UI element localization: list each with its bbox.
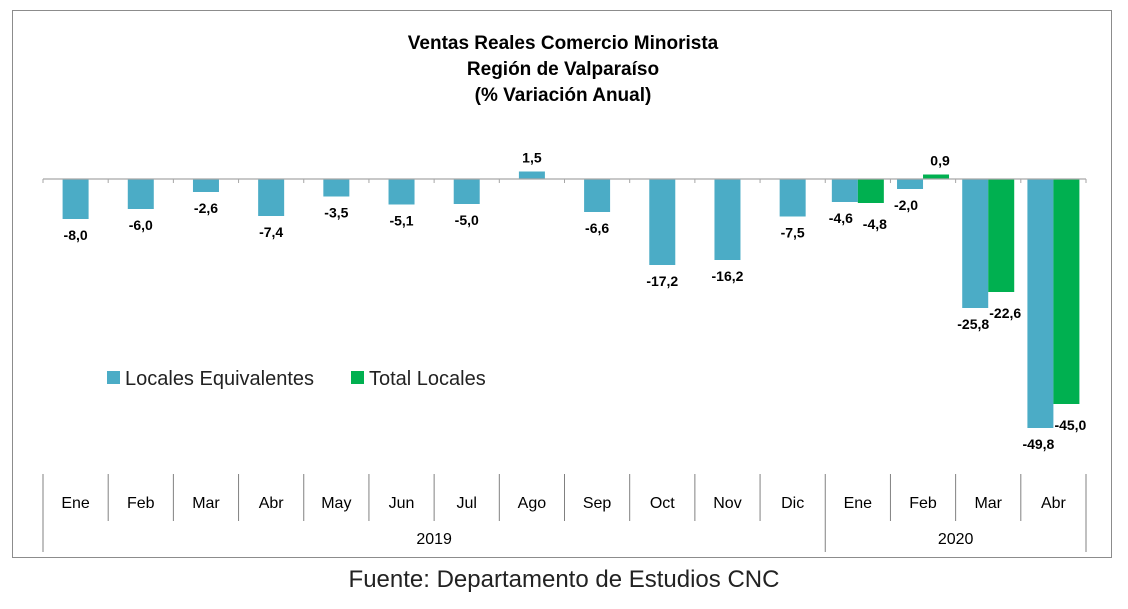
data-label: -5,0 bbox=[455, 212, 479, 228]
tick-label: May bbox=[321, 495, 351, 512]
bar-locales-equivalentes bbox=[649, 179, 676, 265]
bar-locales-equivalentes bbox=[962, 179, 989, 308]
data-label: -2,6 bbox=[194, 200, 218, 216]
chart-frame: Ventas Reales Comercio Minorista Región d… bbox=[12, 10, 1112, 558]
chart-title: Ventas Reales Comercio Minorista Región d… bbox=[408, 33, 719, 106]
tick-label: Mar bbox=[192, 495, 220, 512]
bar-locales-equivalentes bbox=[323, 179, 350, 197]
bar-total-locales bbox=[1053, 179, 1080, 404]
tick-label: Nov bbox=[713, 495, 741, 512]
data-label: -22,6 bbox=[989, 305, 1021, 321]
data-labels: -8,0 -6,0 -2,6 -7,4 -3,5 -5,1 -5,0 1,5 -6,6 -17,2… bbox=[64, 150, 1087, 453]
bar-locales-equivalentes bbox=[714, 179, 741, 260]
legend-label: Locales Equivalentes bbox=[125, 368, 314, 390]
data-label: -8,0 bbox=[64, 227, 88, 243]
tick-label: Abr bbox=[1041, 495, 1067, 512]
data-label: -6,0 bbox=[129, 217, 153, 233]
bar-chart: Ventas Reales Comercio Minorista Región d… bbox=[42, 33, 1087, 552]
tick-label: Ago bbox=[518, 495, 547, 512]
data-label: -2,0 bbox=[894, 197, 918, 213]
data-label: -5,1 bbox=[389, 213, 413, 229]
tick-label: Sep bbox=[583, 495, 612, 512]
bar-total-locales bbox=[923, 174, 950, 179]
tick-label: Mar bbox=[974, 495, 1002, 512]
tick-label: Feb bbox=[127, 495, 155, 512]
data-label: -16,2 bbox=[712, 268, 744, 284]
bar-locales-equivalentes bbox=[127, 179, 154, 209]
bar-locales-equivalentes bbox=[258, 179, 285, 216]
bar-locales-equivalentes bbox=[897, 179, 924, 189]
data-label: 0,9 bbox=[930, 153, 950, 169]
bars bbox=[62, 171, 1080, 428]
tick-label: Jun bbox=[389, 495, 415, 512]
data-label: -7,4 bbox=[259, 224, 283, 240]
tick-label: Ene bbox=[844, 495, 873, 512]
category-axis: Ene Feb Mar Abr May Jun Jul Ago Sep Oct Nov Dic Ene F… bbox=[42, 178, 1087, 552]
bar-locales-equivalentes bbox=[453, 179, 480, 204]
source-note: Fuente: Departamento de Estudios CNC bbox=[348, 566, 780, 593]
data-label: -49,8 bbox=[1022, 436, 1054, 452]
bar-locales-equivalentes bbox=[779, 179, 806, 217]
data-label: -3,5 bbox=[324, 205, 348, 221]
data-label: -17,2 bbox=[646, 273, 678, 289]
bar-locales-equivalentes bbox=[518, 171, 545, 179]
bar-total-locales bbox=[857, 179, 884, 203]
legend-swatch-locales-equivalentes bbox=[107, 371, 120, 384]
legend-swatch-total-locales bbox=[351, 371, 364, 384]
year-label: 2019 bbox=[416, 531, 452, 548]
tick-label: Jul bbox=[456, 495, 476, 512]
bar-locales-equivalentes bbox=[192, 179, 219, 192]
bar-locales-equivalentes bbox=[62, 179, 89, 219]
data-label: -4,8 bbox=[863, 216, 887, 232]
data-label: -4,6 bbox=[829, 210, 853, 226]
bar-locales-equivalentes bbox=[1027, 179, 1054, 428]
tick-label: Abr bbox=[259, 495, 285, 512]
bar-locales-equivalentes bbox=[584, 179, 611, 212]
data-label: -25,8 bbox=[957, 316, 989, 332]
legend: Locales Equivalentes Total Locales bbox=[107, 368, 486, 390]
tick-label: Dic bbox=[781, 495, 804, 512]
year-label: 2020 bbox=[938, 531, 974, 548]
data-label: -45,0 bbox=[1054, 417, 1086, 433]
tick-label: Ene bbox=[61, 495, 90, 512]
legend-label: Total Locales bbox=[369, 368, 486, 390]
tick-label: Oct bbox=[650, 495, 675, 512]
chart-title-line: Ventas Reales Comercio Minorista bbox=[408, 33, 719, 54]
chart-title-line: (% Variación Anual) bbox=[475, 85, 652, 106]
bar-total-locales bbox=[988, 179, 1015, 292]
tick-label: Feb bbox=[909, 495, 937, 512]
data-label: -7,5 bbox=[781, 225, 805, 241]
bar-locales-equivalentes bbox=[388, 179, 415, 205]
bar-locales-equivalentes bbox=[831, 179, 858, 202]
data-label: 1,5 bbox=[522, 150, 542, 166]
chart-title-line: Región de Valparaíso bbox=[467, 59, 659, 80]
data-label: -6,6 bbox=[585, 220, 609, 236]
